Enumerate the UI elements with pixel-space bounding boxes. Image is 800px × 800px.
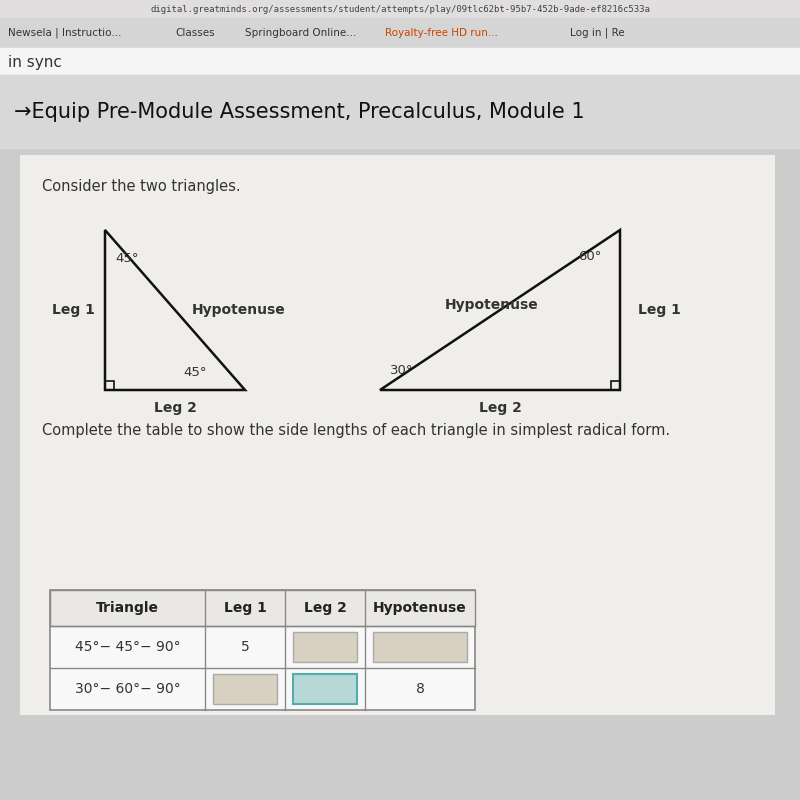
Text: 45°− 45°− 90°: 45°− 45°− 90° [74,640,180,654]
Text: →Equip Pre-Module Assessment, Precalculus, Module 1: →Equip Pre-Module Assessment, Precalculu… [14,102,585,122]
Text: Consider the two triangles.: Consider the two triangles. [42,178,241,194]
Text: 60°: 60° [578,250,602,262]
Text: Leg 1: Leg 1 [223,601,266,615]
Text: Triangle: Triangle [96,601,159,615]
Text: in sync: in sync [8,54,62,70]
Bar [293,632,357,662]
Bar [50,590,475,710]
Text: Classes: Classes [175,28,214,38]
Bar [105,381,114,390]
Bar [0,75,800,148]
Text: Leg 1: Leg 1 [51,303,94,317]
Text: Springboard Online...: Springboard Online... [245,28,356,38]
Bar [20,155,775,715]
Text: Leg 2: Leg 2 [303,601,346,615]
Bar [611,381,620,390]
Bar [293,674,357,704]
Text: Complete the table to show the side lengths of each triangle in simplest radical: Complete the table to show the side leng… [42,422,670,438]
Text: 30°: 30° [390,363,414,377]
Text: Hypotenuse: Hypotenuse [373,601,467,615]
Text: 5: 5 [241,640,250,654]
Text: Leg 2: Leg 2 [478,401,522,415]
Text: Leg 1: Leg 1 [638,303,681,317]
Bar [373,632,467,662]
Text: digital.greatminds.org/assessments/student/attempts/play/09tlc62bt-95b7-452b-9ad: digital.greatminds.org/assessments/stude… [150,5,650,14]
Text: 8: 8 [415,682,425,696]
Text: 45°: 45° [183,366,206,378]
Text: 45°: 45° [115,251,138,265]
Text: Log in | Re: Log in | Re [570,28,625,38]
Bar [0,48,800,75]
Text: Royalty-free HD run...: Royalty-free HD run... [385,28,498,38]
Bar [0,0,800,18]
Bar [50,590,475,626]
Bar [213,674,277,704]
Text: Hypotenuse: Hypotenuse [192,303,286,317]
Text: Leg 2: Leg 2 [154,401,197,415]
Text: 30°− 60°− 90°: 30°− 60°− 90° [74,682,180,696]
Bar [0,18,800,48]
Text: Newsela | Instructio...: Newsela | Instructio... [8,28,122,38]
Text: Hypotenuse: Hypotenuse [445,298,538,312]
